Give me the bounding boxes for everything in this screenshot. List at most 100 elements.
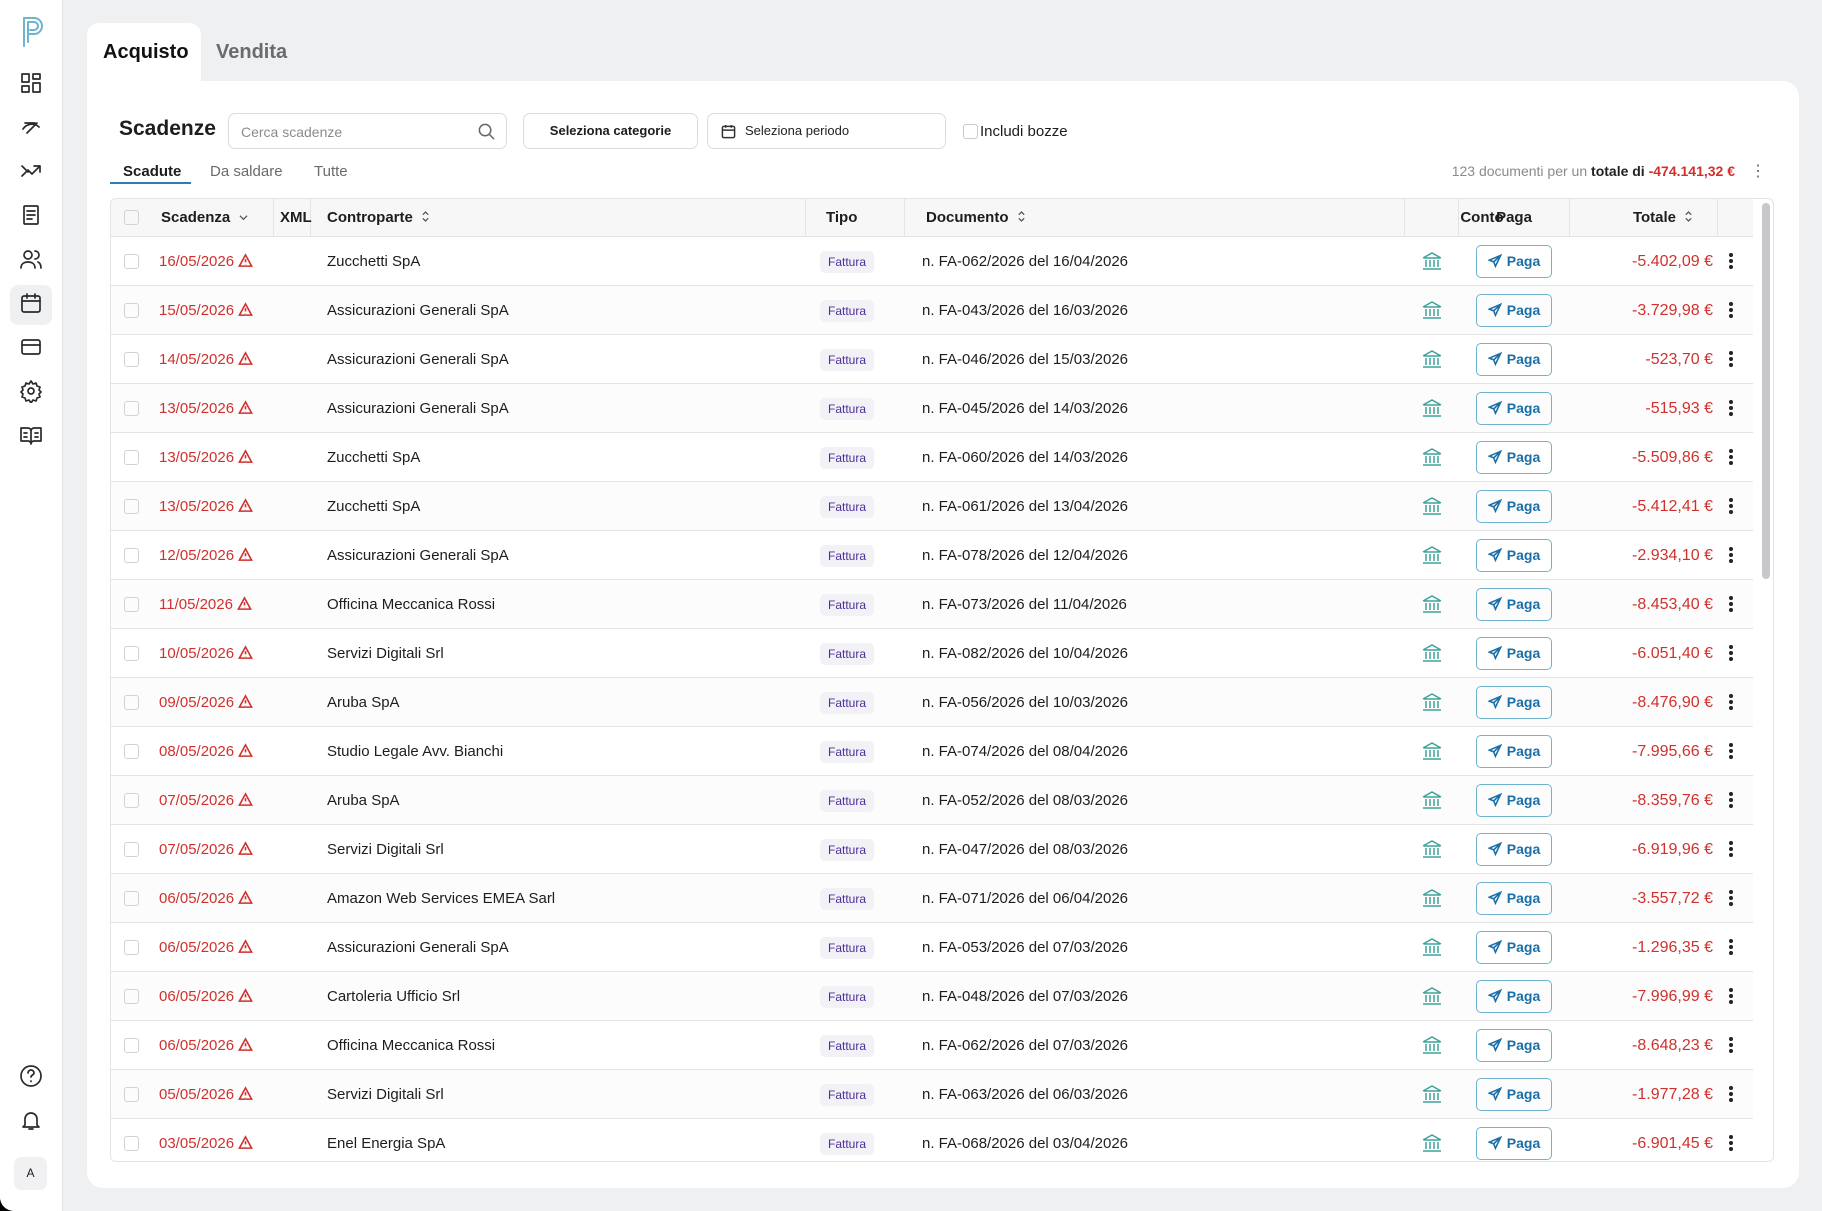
drafts-checkbox[interactable] bbox=[963, 124, 978, 139]
account-icon[interactable] bbox=[1421, 299, 1443, 321]
account-icon[interactable] bbox=[1421, 1083, 1443, 1105]
tab[interactable]: Acquisto bbox=[87, 23, 201, 83]
nav-help[interactable] bbox=[19, 1064, 43, 1088]
nav-notifications[interactable] bbox=[19, 1108, 43, 1132]
account-icon[interactable] bbox=[1421, 544, 1443, 566]
table-row[interactable]: 09/05/2026 Aruba SpA Fattura n. FA-056/2026… bbox=[111, 678, 1753, 727]
row-menu[interactable] bbox=[1729, 498, 1733, 516]
row-checkbox[interactable] bbox=[124, 352, 139, 367]
pay-button[interactable]: Paga bbox=[1476, 882, 1552, 915]
summary-menu[interactable]: ⋮ bbox=[1750, 163, 1766, 180]
pay-button[interactable]: Paga bbox=[1476, 1029, 1552, 1062]
row-menu[interactable] bbox=[1729, 302, 1733, 320]
table-row[interactable]: 10/05/2026 Servizi Digitali Srl Fattura n. … bbox=[111, 629, 1753, 678]
row-checkbox[interactable] bbox=[124, 597, 139, 612]
pay-button[interactable]: Paga bbox=[1476, 245, 1552, 278]
table-row[interactable]: 03/05/2026 Enel Energia SpA Fattura n. FA-0… bbox=[111, 1119, 1753, 1161]
row-checkbox[interactable] bbox=[124, 842, 139, 857]
table-row[interactable]: 12/05/2026 Assicurazioni Generali SpA Fatt… bbox=[111, 531, 1753, 580]
nav-cards[interactable] bbox=[19, 335, 43, 359]
row-checkbox[interactable] bbox=[124, 646, 139, 661]
account-icon[interactable] bbox=[1421, 446, 1443, 468]
avatar[interactable]: A bbox=[14, 1157, 47, 1190]
pay-button[interactable]: Paga bbox=[1476, 588, 1552, 621]
row-checkbox[interactable] bbox=[124, 989, 139, 1004]
row-checkbox[interactable] bbox=[124, 450, 139, 465]
account-icon[interactable] bbox=[1421, 936, 1443, 958]
nav-documents[interactable] bbox=[19, 203, 43, 227]
row-checkbox[interactable] bbox=[124, 303, 139, 318]
account-icon[interactable] bbox=[1421, 740, 1443, 762]
row-menu[interactable] bbox=[1729, 449, 1733, 467]
category-button[interactable]: Seleziona categorie bbox=[523, 113, 698, 149]
pay-button[interactable]: Paga bbox=[1476, 735, 1552, 768]
nav-dashboard[interactable] bbox=[19, 71, 43, 95]
table-row[interactable]: 13/05/2026 Zucchetti SpA Fattura n. FA-061/… bbox=[111, 482, 1753, 531]
table-row[interactable]: 06/05/2026 Officina Meccanica Rossi Fattur… bbox=[111, 1021, 1753, 1070]
row-checkbox[interactable] bbox=[124, 499, 139, 514]
row-checkbox[interactable] bbox=[124, 548, 139, 563]
table-row[interactable]: 11/05/2026 Officina Meccanica Rossi Fattur… bbox=[111, 580, 1753, 629]
table-row[interactable]: 16/05/2026 Zucchetti SpA Fattura n. FA-062/… bbox=[111, 237, 1753, 286]
row-checkbox[interactable] bbox=[124, 254, 139, 269]
account-icon[interactable] bbox=[1421, 838, 1443, 860]
row-menu[interactable] bbox=[1729, 645, 1733, 663]
table-row[interactable]: 06/05/2026 Assicurazioni Generali SpA Fatt… bbox=[111, 923, 1753, 972]
row-menu[interactable] bbox=[1729, 1086, 1733, 1104]
account-icon[interactable] bbox=[1421, 887, 1443, 909]
pay-button[interactable]: Paga bbox=[1476, 441, 1552, 474]
account-icon[interactable] bbox=[1421, 250, 1443, 272]
account-icon[interactable] bbox=[1421, 789, 1443, 811]
pay-button[interactable]: Paga bbox=[1476, 637, 1552, 670]
row-checkbox[interactable] bbox=[124, 744, 139, 759]
scrollbar[interactable] bbox=[1762, 203, 1770, 579]
pay-button[interactable]: Paga bbox=[1476, 784, 1552, 817]
column-header[interactable]: Conto bbox=[1458, 199, 1506, 237]
filter-tab[interactable]: Tutte bbox=[314, 163, 348, 180]
row-menu[interactable] bbox=[1729, 1135, 1733, 1153]
row-menu[interactable] bbox=[1729, 988, 1733, 1006]
column-header[interactable]: Documento bbox=[926, 199, 1026, 237]
column-header[interactable]: Scadenza bbox=[161, 199, 248, 237]
account-icon[interactable] bbox=[1421, 1034, 1443, 1056]
tab[interactable]: Vendita bbox=[216, 41, 288, 63]
column-header[interactable]: XML bbox=[280, 199, 312, 237]
table-row[interactable]: 14/05/2026 Assicurazioni Generali SpA Fatt… bbox=[111, 335, 1753, 384]
pay-button[interactable]: Paga bbox=[1476, 392, 1552, 425]
row-menu[interactable] bbox=[1729, 890, 1733, 908]
table-row[interactable]: 06/05/2026 Cartoleria Ufficio Srl Fattura n… bbox=[111, 972, 1753, 1021]
account-icon[interactable] bbox=[1421, 397, 1443, 419]
account-icon[interactable] bbox=[1421, 1132, 1443, 1154]
row-menu[interactable] bbox=[1729, 400, 1733, 418]
row-checkbox[interactable] bbox=[124, 401, 139, 416]
nav-calendar[interactable] bbox=[19, 291, 43, 315]
table-row[interactable]: 05/05/2026 Servizi Digitali Srl Fattura n. … bbox=[111, 1070, 1753, 1119]
column-header[interactable]: Controparte bbox=[327, 199, 430, 237]
row-menu[interactable] bbox=[1729, 694, 1733, 712]
table-row[interactable]: 08/05/2026 Studio Legale Avv. Bianchi Fatt… bbox=[111, 727, 1753, 776]
table-row[interactable]: 07/05/2026 Aruba SpA Fattura n. FA-052/2026… bbox=[111, 776, 1753, 825]
drafts-label[interactable]: Includi bozze bbox=[980, 123, 1068, 140]
nav-settings[interactable] bbox=[19, 379, 43, 404]
pay-button[interactable]: Paga bbox=[1476, 539, 1552, 572]
table-row[interactable]: 06/05/2026 Amazon Web Services EMEA Sarl F… bbox=[111, 874, 1753, 923]
table-row[interactable]: 15/05/2026 Assicurazioni Generali SpA Fatt… bbox=[111, 286, 1753, 335]
account-icon[interactable] bbox=[1421, 495, 1443, 517]
row-menu[interactable] bbox=[1729, 792, 1733, 810]
row-checkbox[interactable] bbox=[124, 940, 139, 955]
row-menu[interactable] bbox=[1729, 1037, 1733, 1055]
table-row[interactable]: 13/05/2026 Assicurazioni Generali SpA Fatt… bbox=[111, 384, 1753, 433]
column-header[interactable]: Paga bbox=[1459, 199, 1569, 237]
account-icon[interactable] bbox=[1421, 593, 1443, 615]
pay-button[interactable]: Paga bbox=[1476, 343, 1552, 376]
row-checkbox[interactable] bbox=[124, 891, 139, 906]
table-row[interactable]: 13/05/2026 Zucchetti SpA Fattura n. FA-060/… bbox=[111, 433, 1753, 482]
nav-contacts[interactable] bbox=[19, 247, 43, 271]
account-icon[interactable] bbox=[1421, 691, 1443, 713]
period-button[interactable]: Seleziona periodo bbox=[707, 113, 946, 149]
nav-trends[interactable] bbox=[19, 159, 43, 183]
pay-button[interactable]: Paga bbox=[1476, 833, 1552, 866]
pay-button[interactable]: Paga bbox=[1476, 490, 1552, 523]
pay-button[interactable]: Paga bbox=[1476, 1127, 1552, 1160]
header-checkbox[interactable] bbox=[124, 210, 139, 225]
